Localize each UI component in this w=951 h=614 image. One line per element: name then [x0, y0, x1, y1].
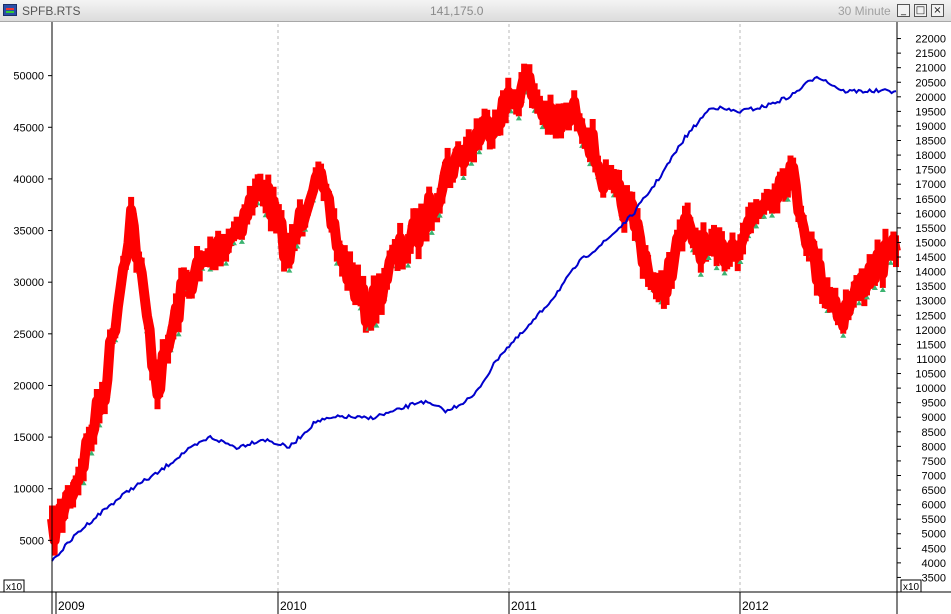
- left-tick-label: 10000: [13, 484, 44, 496]
- left-scale-box: [3, 579, 25, 593]
- chart-window-icon: [3, 4, 17, 16]
- right-tick-label: 20500: [915, 77, 946, 89]
- right-tick-label: 16000: [915, 208, 946, 220]
- right-tick-label: 14500: [915, 252, 946, 264]
- right-tick-label: 18500: [915, 136, 946, 148]
- left-tick-label: 25000: [13, 329, 44, 341]
- equity-series: [51, 75, 897, 562]
- price-line: [47, 70, 901, 546]
- buy-arrow-marker: [879, 286, 886, 292]
- right-tick-label: 21500: [915, 48, 946, 60]
- price-series: [47, 63, 901, 556]
- buy-arrow-marker: [769, 212, 776, 218]
- right-tick-label: 14000: [915, 267, 946, 279]
- right-tick-label: 11500: [916, 339, 946, 351]
- left-scale-marker: x10: [6, 582, 23, 593]
- x-tick-label: 2010: [280, 599, 307, 613]
- buy-arrow-marker: [175, 331, 182, 337]
- right-scale-marker: x10: [903, 582, 920, 593]
- buy-arrow-marker: [436, 212, 443, 218]
- buy-arrow-marker: [238, 238, 245, 244]
- left-tick-label: 30000: [13, 277, 44, 289]
- right-tick-label: 17500: [915, 165, 946, 177]
- right-tick-label: 10000: [915, 383, 946, 395]
- buy-arrow-marker: [840, 332, 847, 338]
- x-tick-label: 2009: [58, 599, 85, 613]
- right-tick-label: 16500: [915, 194, 946, 206]
- window-titlebar[interactable]: SPFB.RTS 141,175.0 30 Minute _ □ ×: [0, 0, 951, 22]
- buy-arrow-marker: [784, 196, 791, 202]
- left-tick-label: 15000: [13, 432, 44, 444]
- left-tick-label: 45000: [13, 122, 44, 134]
- buy-arrow-marker: [887, 259, 894, 265]
- buy-arrow-marker: [468, 160, 475, 166]
- right-scale-box: [900, 579, 922, 593]
- right-tick-label: 5500: [922, 514, 946, 526]
- right-tick-label: 9000: [922, 412, 946, 424]
- right-tick-label: 19500: [915, 106, 946, 118]
- right-tick-label: 19000: [915, 121, 946, 133]
- buy-arrow-marker: [721, 270, 728, 276]
- window-last-price: 141,175.0: [430, 4, 484, 18]
- chart-area[interactable]: 5000 10000 15000 20000 25000 30000 35000 40000 4…: [0, 22, 951, 614]
- right-tick-label: 12500: [915, 310, 946, 322]
- buy-arrow-marker: [405, 262, 412, 268]
- buy-arrow-marker: [856, 300, 863, 306]
- right-tick-label: 11000: [916, 354, 946, 366]
- buy-arrow-marker: [705, 254, 712, 260]
- maximize-button[interactable]: □: [914, 4, 927, 17]
- x-tick-label: 2012: [742, 599, 769, 613]
- left-tick-label: 5000: [20, 535, 44, 547]
- buy-arrow-marker: [428, 229, 435, 235]
- minimize-button[interactable]: _: [897, 4, 910, 17]
- right-tick-label: 18000: [915, 150, 946, 162]
- buy-arrow-marker: [871, 284, 878, 290]
- right-tick-label: 13500: [915, 281, 946, 293]
- buy-arrow-marker: [737, 258, 744, 264]
- right-tick-label: 6500: [922, 485, 946, 497]
- buy-arrow-marker: [88, 450, 95, 456]
- buy-arrow-marker: [476, 149, 483, 155]
- buy-arrow-marker: [761, 213, 768, 219]
- right-tick-label: 4000: [922, 558, 946, 570]
- window-symbol: SPFB.RTS: [22, 4, 81, 18]
- right-tick-label: 8000: [922, 441, 946, 453]
- right-tick-label: 8500: [922, 427, 946, 439]
- right-tick-label: 10500: [915, 369, 946, 381]
- right-tick-label: 17000: [915, 179, 946, 191]
- right-tick-label: 6000: [922, 500, 946, 512]
- right-tick-label: 7000: [922, 470, 946, 482]
- left-tick-label: 20000: [13, 380, 44, 392]
- x-tick-label: 2011: [511, 599, 537, 613]
- right-tick-label: 22000: [915, 34, 946, 46]
- right-tick-label: 9500: [922, 398, 946, 410]
- right-tick-label: 12000: [915, 325, 946, 337]
- right-tick-label: 7500: [922, 456, 946, 468]
- right-tick-label: 15000: [915, 237, 946, 249]
- buy-arrow-marker: [713, 265, 720, 271]
- right-tick-label: 15500: [915, 223, 946, 235]
- right-tick-label: 21000: [915, 63, 946, 75]
- buy-arrow-marker: [863, 294, 870, 300]
- right-tick-label: 5000: [922, 529, 946, 541]
- right-tick-label: 20000: [915, 92, 946, 104]
- buy-arrow-marker: [515, 115, 522, 121]
- left-tick-label: 50000: [13, 71, 44, 83]
- buy-arrow-marker: [223, 260, 230, 266]
- buy-arrow-marker: [460, 174, 467, 180]
- axes-layer: 5000 10000 15000 20000 25000 30000 35000 40000 4…: [0, 22, 951, 614]
- buy-arrow-marker: [373, 322, 380, 328]
- close-button[interactable]: ×: [931, 4, 944, 17]
- right-tick-label: 3500: [922, 572, 946, 584]
- buy-arrow-marker: [286, 267, 293, 273]
- left-tick-label: 40000: [13, 174, 44, 186]
- window-timeframe: 30 Minute: [838, 4, 891, 18]
- equity-line: [51, 75, 897, 562]
- grid-layer: [277, 24, 741, 592]
- buy-arrow-marker: [697, 271, 704, 277]
- left-tick-label: 35000: [13, 226, 44, 238]
- right-tick-label: 4500: [922, 543, 946, 555]
- right-tick-label: 13000: [915, 296, 946, 308]
- buy-arrow-marker: [753, 223, 760, 229]
